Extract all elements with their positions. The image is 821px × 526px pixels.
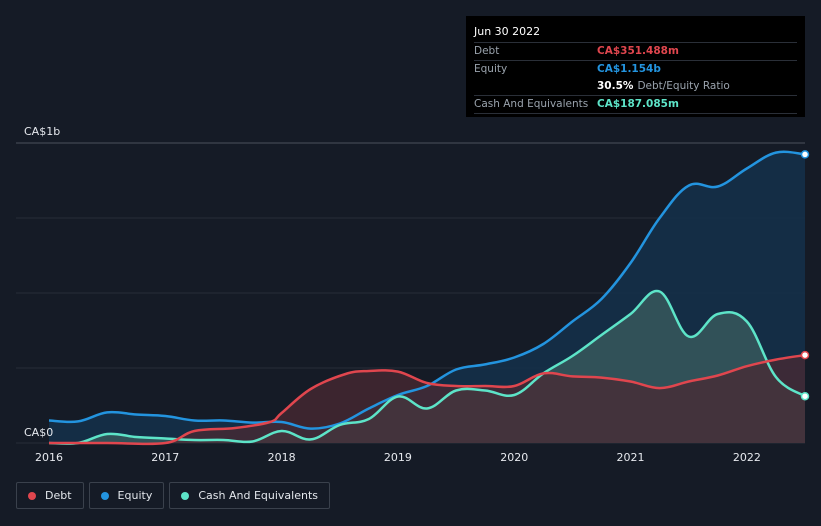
legend-item-equity[interactable]: Equity	[88, 482, 165, 509]
tooltip-label: Debt	[474, 45, 500, 57]
x-tick-label: 2021	[617, 451, 645, 464]
legend-label: Cash And Equivalents	[198, 489, 318, 502]
tooltip-value: 30.5%	[597, 80, 634, 92]
tooltip-label: Equity	[474, 63, 508, 75]
legend-item-debt[interactable]: Debt	[16, 482, 84, 509]
y-tick-label: CA$0	[24, 426, 53, 439]
tooltip-value: CA$1.154b	[597, 63, 661, 75]
equity-line	[48, 150, 806, 430]
tooltip-ratio-label: Debt/Equity Ratio	[637, 80, 730, 92]
debt-line	[49, 353, 806, 446]
tooltip-row-equity: Equity CA$1.154b	[474, 61, 797, 78]
end-markers	[800, 150, 810, 401]
equity-dot-icon	[100, 491, 109, 500]
x-tick-label: 2019	[384, 451, 412, 464]
legend-item-cash[interactable]: Cash And Equivalents	[169, 482, 330, 509]
cash-line	[48, 289, 806, 445]
tooltip-value: CA$187.085m	[597, 98, 679, 110]
x-tick-label: 2018	[268, 451, 296, 464]
tooltip-row-debt: Debt CA$351.488m	[474, 43, 797, 61]
debt-dot-icon	[28, 491, 36, 500]
series-lines	[48, 150, 806, 446]
x-tick-label: 2020	[500, 451, 528, 464]
tooltip-panel: Jun 30 2022 Debt CA$351.488m Equity CA$1…	[466, 16, 805, 117]
legend-label: Equity	[117, 489, 153, 502]
cash-dot-icon	[181, 491, 190, 500]
debt-end-marker	[800, 350, 810, 360]
tooltip-row-ratio: 30.5% Debt/Equity Ratio	[474, 78, 797, 95]
x-tick-label: 2022	[733, 451, 761, 464]
tooltip-row-cash: Cash And Equivalents CA$187.085m	[474, 95, 797, 114]
tooltip-date: Jun 30 2022	[474, 23, 797, 43]
equity-end-marker	[800, 150, 810, 159]
tooltip-label	[474, 78, 597, 95]
axis-labels: CA$0 CA$1b 2016 2017 2018 2019 2020 2021 2022	[24, 125, 761, 464]
debt-area	[49, 355, 805, 444]
x-tick-label: 2016	[35, 451, 63, 464]
x-tick-label: 2017	[151, 451, 179, 464]
cash-end-marker	[800, 391, 810, 401]
tooltip-value: CA$351.488m	[597, 45, 679, 57]
legend-label: Debt	[45, 489, 72, 502]
series-areas	[49, 151, 805, 444]
y-tick-label: CA$1b	[24, 125, 60, 138]
legend: Debt Equity Cash And Equivalents	[16, 482, 335, 509]
tooltip-label: Cash And Equivalents	[474, 98, 589, 110]
